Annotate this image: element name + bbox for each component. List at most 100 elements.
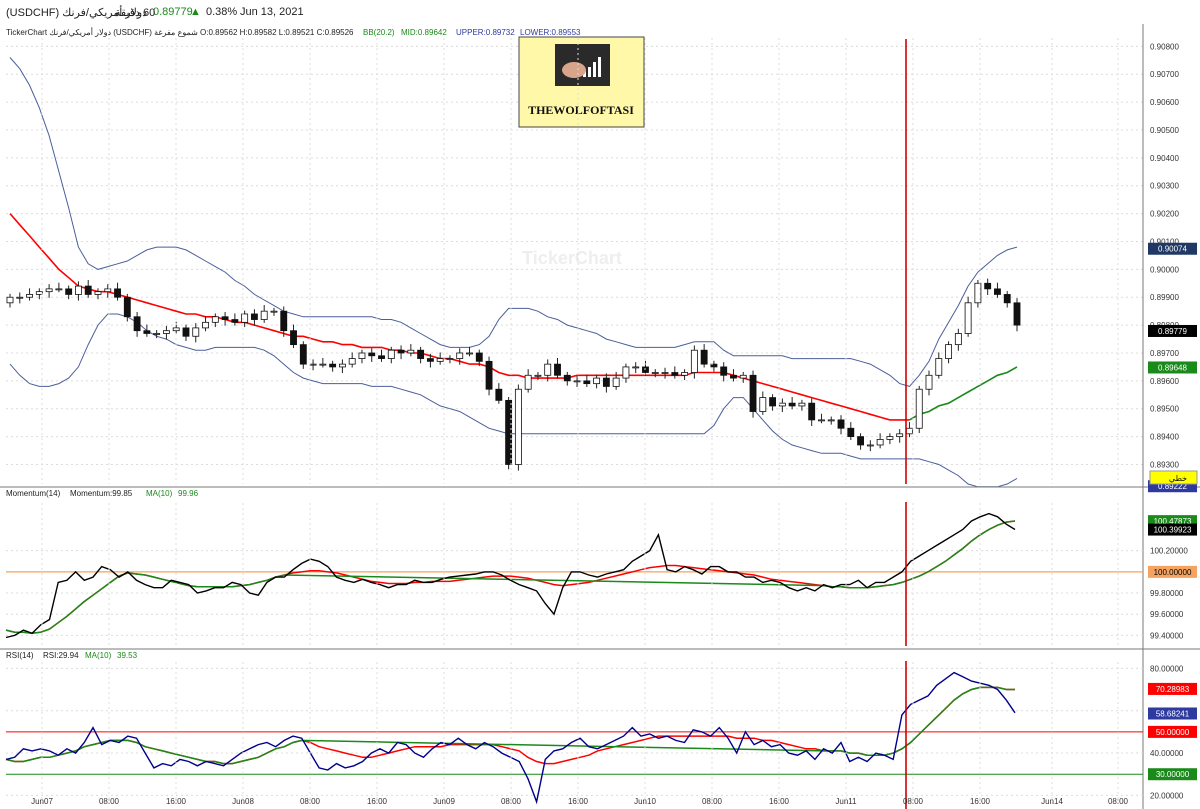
candle[interactable] bbox=[397, 345, 405, 360]
candle[interactable] bbox=[847, 422, 855, 440]
candles-group[interactable] bbox=[6, 278, 1021, 471]
candle[interactable] bbox=[876, 433, 884, 449]
line-tool-box[interactable] bbox=[1149, 470, 1198, 485]
candle[interactable] bbox=[84, 279, 92, 298]
chart-canvas[interactable]: TickerChart 0.90800 0.90700 0.90600 0.90500… bbox=[0, 24, 1200, 809]
candle[interactable] bbox=[759, 391, 767, 415]
candle[interactable] bbox=[270, 307, 278, 316]
candle[interactable] bbox=[192, 323, 200, 343]
candle[interactable] bbox=[241, 310, 249, 328]
candle[interactable] bbox=[798, 399, 806, 411]
candle[interactable] bbox=[202, 316, 209, 332]
candle[interactable] bbox=[857, 433, 865, 450]
candle[interactable] bbox=[994, 282, 1001, 298]
line-tool-label[interactable]: خطي bbox=[1169, 474, 1187, 483]
candle[interactable] bbox=[55, 282, 63, 293]
candle[interactable] bbox=[808, 398, 816, 427]
candle[interactable] bbox=[984, 278, 992, 296]
candle[interactable] bbox=[730, 369, 737, 382]
candle[interactable] bbox=[260, 305, 268, 323]
candle[interactable] bbox=[182, 324, 190, 342]
header-symbol[interactable]: دولار أمريكي/فرنك (USDCHF) bbox=[6, 7, 148, 19]
candle[interactable] bbox=[681, 369, 689, 381]
candle[interactable] bbox=[690, 345, 698, 379]
candle[interactable] bbox=[896, 429, 904, 443]
candle[interactable] bbox=[886, 433, 894, 445]
candle[interactable] bbox=[16, 292, 24, 304]
candle[interactable] bbox=[123, 293, 131, 322]
candle[interactable] bbox=[788, 397, 796, 410]
candle[interactable] bbox=[954, 328, 962, 351]
candle[interactable] bbox=[661, 367, 669, 379]
candle[interactable] bbox=[338, 359, 346, 374]
candle[interactable] bbox=[915, 385, 923, 433]
candle[interactable] bbox=[612, 371, 620, 390]
candle[interactable] bbox=[250, 309, 258, 326]
candle[interactable] bbox=[456, 348, 464, 365]
candle[interactable] bbox=[935, 352, 943, 379]
candle[interactable] bbox=[563, 371, 571, 386]
candle[interactable] bbox=[964, 296, 972, 337]
candle[interactable] bbox=[651, 369, 659, 378]
candle[interactable] bbox=[94, 288, 102, 300]
candle[interactable] bbox=[974, 279, 982, 308]
candle[interactable] bbox=[231, 313, 239, 326]
candle[interactable] bbox=[945, 341, 952, 364]
candle[interactable] bbox=[378, 349, 385, 362]
candle[interactable] bbox=[866, 440, 874, 452]
candle[interactable] bbox=[925, 370, 933, 396]
candle[interactable] bbox=[671, 366, 679, 379]
header-interval[interactable]: 60 دقيقة bbox=[115, 7, 156, 19]
candle[interactable] bbox=[153, 330, 161, 339]
candle[interactable] bbox=[280, 306, 288, 337]
candle[interactable] bbox=[143, 324, 151, 337]
candle[interactable] bbox=[319, 358, 327, 368]
candle[interactable] bbox=[368, 348, 376, 362]
candle[interactable] bbox=[485, 356, 493, 396]
candle[interactable] bbox=[1003, 291, 1011, 308]
candle[interactable] bbox=[387, 346, 395, 364]
candle[interactable] bbox=[505, 397, 513, 470]
candle[interactable] bbox=[290, 324, 297, 348]
candle[interactable] bbox=[583, 374, 591, 387]
candle[interactable] bbox=[749, 370, 757, 418]
candle[interactable] bbox=[466, 346, 473, 357]
candle[interactable] bbox=[417, 346, 425, 364]
candle[interactable] bbox=[45, 284, 53, 298]
candle[interactable] bbox=[739, 371, 747, 383]
candle[interactable] bbox=[299, 341, 307, 369]
candle[interactable] bbox=[475, 349, 483, 367]
candle[interactable] bbox=[710, 360, 718, 372]
candle[interactable] bbox=[211, 313, 219, 328]
candle[interactable] bbox=[426, 353, 434, 368]
candle[interactable] bbox=[348, 352, 356, 368]
candle[interactable] bbox=[769, 394, 777, 411]
candle[interactable] bbox=[162, 325, 170, 340]
candle[interactable] bbox=[573, 376, 581, 387]
candle[interactable] bbox=[65, 285, 73, 300]
candle[interactable] bbox=[133, 312, 141, 337]
candle[interactable] bbox=[818, 413, 825, 424]
candle[interactable] bbox=[827, 416, 835, 425]
candle[interactable] bbox=[329, 360, 337, 372]
candle[interactable] bbox=[720, 362, 728, 382]
candle[interactable] bbox=[436, 352, 444, 365]
candle[interactable] bbox=[407, 344, 415, 357]
candle[interactable] bbox=[446, 355, 454, 364]
candle[interactable] bbox=[26, 288, 33, 301]
candle[interactable] bbox=[837, 415, 845, 435]
candle[interactable] bbox=[593, 374, 601, 389]
candle[interactable] bbox=[114, 282, 121, 301]
candle[interactable] bbox=[6, 293, 14, 308]
candle[interactable] bbox=[495, 383, 503, 404]
candle[interactable] bbox=[602, 373, 610, 393]
candle[interactable] bbox=[632, 362, 640, 374]
candle[interactable] bbox=[514, 384, 522, 471]
candle[interactable] bbox=[554, 358, 561, 379]
candle[interactable] bbox=[1013, 298, 1021, 332]
candle[interactable] bbox=[622, 363, 630, 383]
candle[interactable] bbox=[75, 281, 82, 301]
candle[interactable] bbox=[544, 359, 552, 382]
candle[interactable] bbox=[524, 369, 532, 393]
candle[interactable] bbox=[534, 371, 542, 381]
